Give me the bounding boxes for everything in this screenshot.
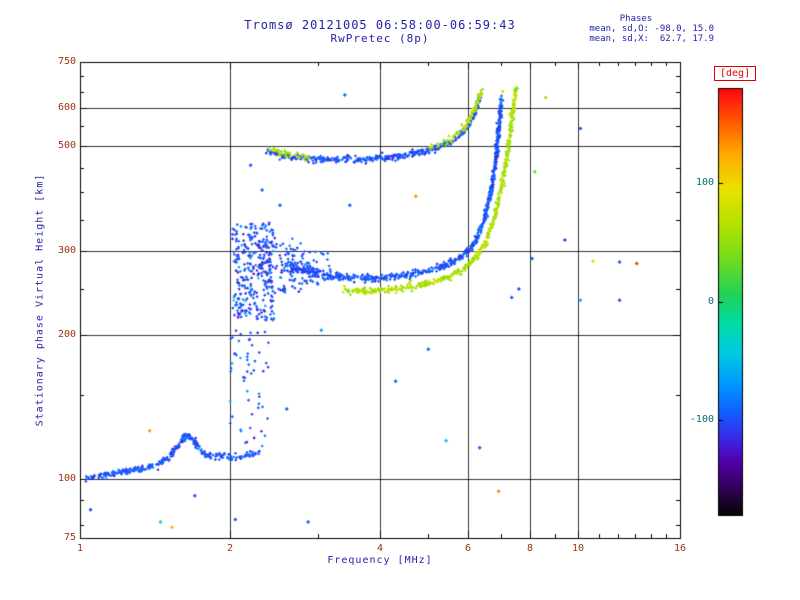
y-axis-label: Stationary phase Virtual Height [km] bbox=[34, 173, 46, 427]
x-tick-label: 4 bbox=[376, 543, 384, 554]
y-tick-label: 500 bbox=[57, 140, 76, 151]
y-tick-label: 600 bbox=[57, 102, 76, 113]
colorbar-tick-label: -100 bbox=[689, 414, 714, 425]
chart-title: Tromsø 20121005 06:58:00-06:59:43 bbox=[244, 18, 516, 32]
colorbar-tick-label: 0 bbox=[707, 296, 714, 307]
phases-heading: Phases bbox=[619, 14, 653, 24]
chart-subtitle: RwPretec (8p) bbox=[330, 32, 430, 45]
x-tick-label: 10 bbox=[571, 543, 585, 554]
x-tick-label: 1 bbox=[76, 543, 84, 554]
colorbar-tick-label: 100 bbox=[695, 177, 714, 188]
y-tick-label: 200 bbox=[57, 329, 76, 340]
x-tick-label: 6 bbox=[464, 543, 472, 554]
x-tick-label: 2 bbox=[226, 543, 234, 554]
phases-mean-x: mean, sd,X: 62.7, 17.9 bbox=[589, 34, 714, 44]
y-tick-label: 100 bbox=[57, 473, 76, 484]
phases-stats-block: Phases mean, sd,O: -98.0, 15.0 mean, sd,… bbox=[558, 14, 714, 44]
y-tick-label: 750 bbox=[57, 56, 76, 67]
x-tick-label: 16 bbox=[673, 543, 687, 554]
colorbar-unit-label: [deg] bbox=[714, 66, 757, 81]
x-axis-label: Frequency [MHz] bbox=[327, 555, 433, 566]
x-tick-label: 8 bbox=[526, 543, 534, 554]
phases-mean-o: mean, sd,O: -98.0, 15.0 bbox=[589, 24, 714, 34]
y-tick-label: 75 bbox=[63, 532, 76, 543]
y-tick-label: 300 bbox=[57, 245, 76, 256]
